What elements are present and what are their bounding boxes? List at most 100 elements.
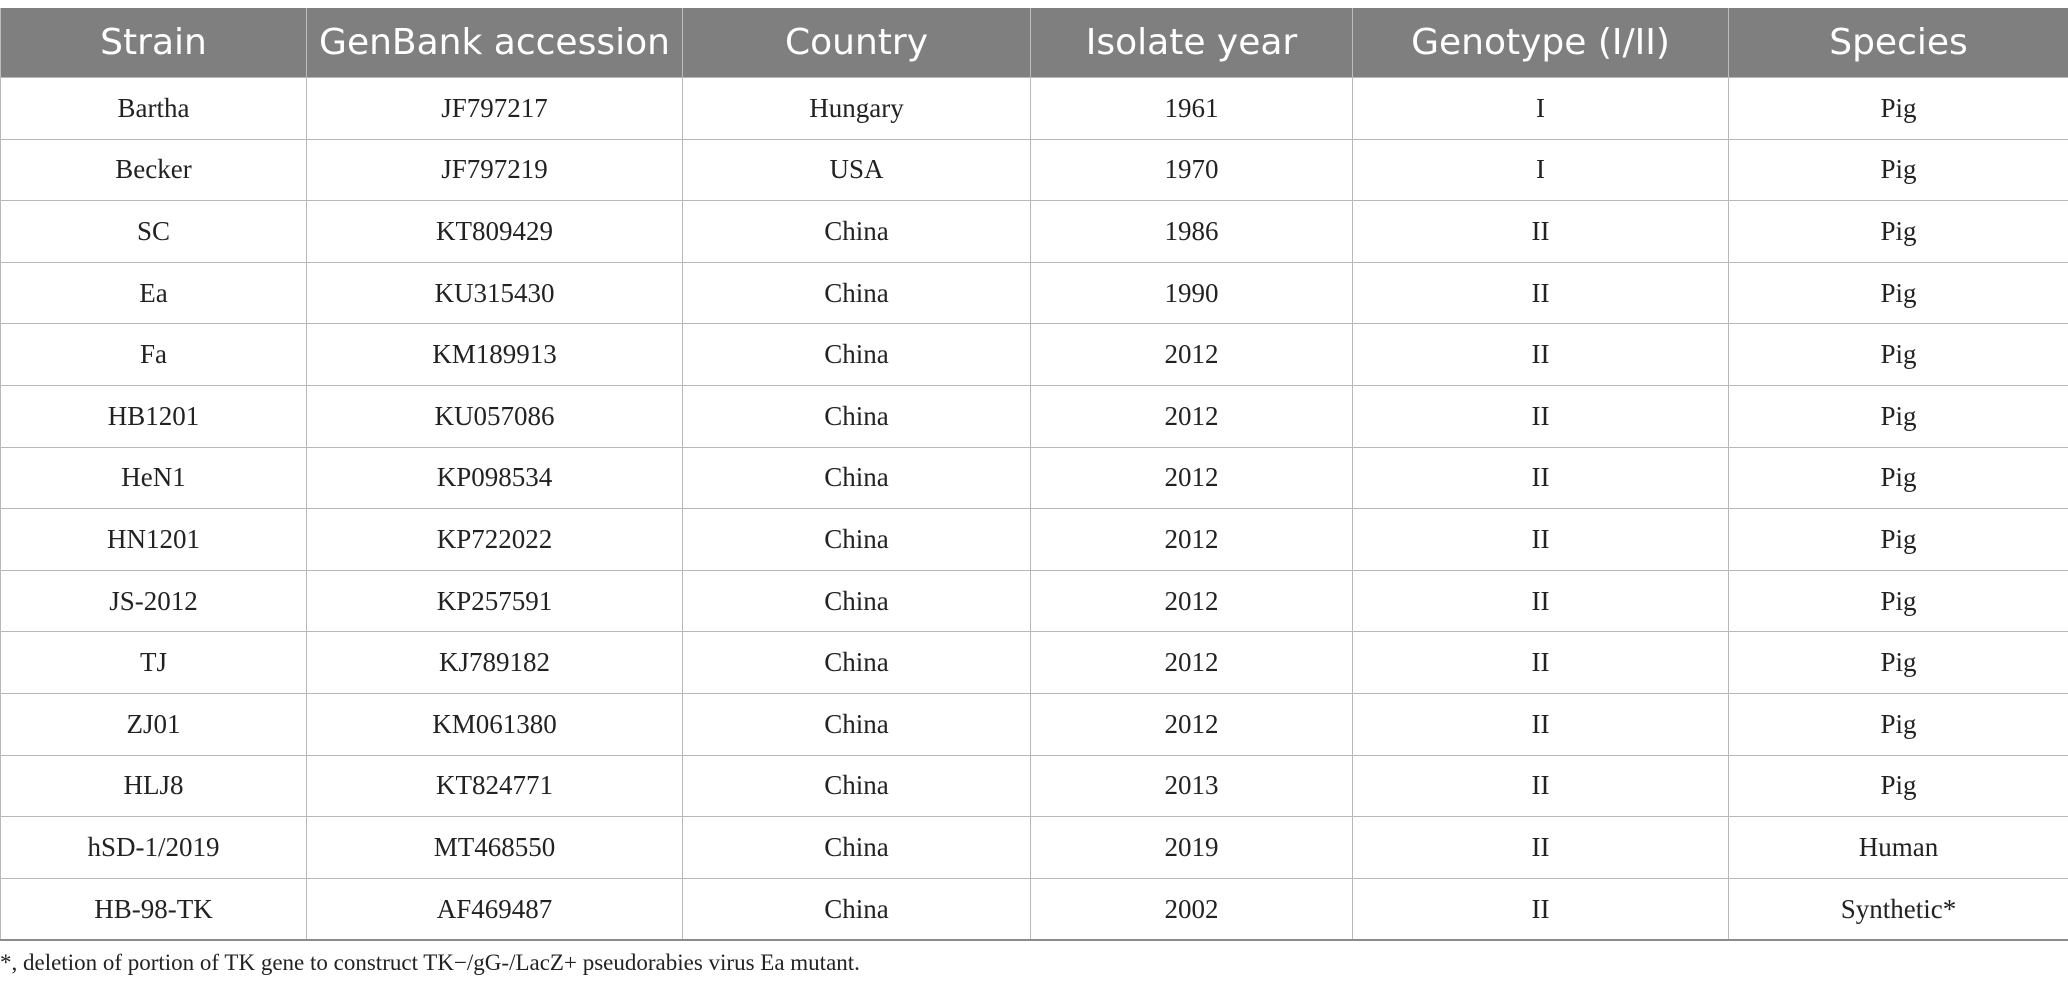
cell-species: Pig — [1728, 261, 2068, 325]
cell-country: China — [682, 323, 1031, 386]
cell-genbank-accession: KU057086 — [306, 384, 683, 448]
cell-genbank-accession: KP722022 — [306, 508, 683, 571]
cell-country: USA — [682, 138, 1031, 202]
table-row: HLJ8 KT824771 China 2013 II Pig — [0, 754, 2068, 818]
cell-country: China — [682, 261, 1031, 325]
cell-genbank-accession: KP098534 — [306, 446, 683, 510]
cell-genbank-accession: KM061380 — [306, 692, 683, 756]
column-header-strain: Strain — [0, 8, 307, 78]
table-row: HN1201 KP722022 China 2012 II Pig — [0, 508, 2068, 571]
cell-genotype: II — [1352, 446, 1729, 510]
cell-species: Pig — [1728, 569, 2068, 633]
cell-strain: Bartha — [0, 77, 307, 140]
table-header: Strain GenBank accession Country Isolate… — [0, 8, 2068, 78]
cell-country: China — [682, 508, 1031, 571]
cell-genotype: II — [1352, 692, 1729, 756]
cell-species: Pig — [1728, 200, 2068, 263]
cell-species: Pig — [1728, 692, 2068, 756]
cell-country: China — [682, 692, 1031, 756]
cell-strain: Becker — [0, 138, 307, 202]
strain-table: Strain GenBank accession Country Isolate… — [0, 8, 2068, 942]
cell-species: Pig — [1728, 754, 2068, 818]
table-row: ZJ01 KM061380 China 2012 II Pig — [0, 692, 2068, 756]
cell-country: China — [682, 816, 1031, 879]
table-row: SC KT809429 China 1986 II Pig — [0, 200, 2068, 263]
cell-species: Synthetic* — [1728, 877, 2068, 942]
cell-isolate-year: 1961 — [1030, 77, 1353, 140]
cell-strain: Ea — [0, 261, 307, 325]
cell-strain: HN1201 — [0, 508, 307, 571]
table-body: Bartha JF797217 Hungary 1961 I Pig Becke… — [0, 77, 2068, 942]
cell-genbank-accession: KU315430 — [306, 261, 683, 325]
table-row: HB-98-TK AF469487 China 2002 II Syntheti… — [0, 877, 2068, 942]
cell-species: Pig — [1728, 446, 2068, 510]
cell-country: China — [682, 384, 1031, 448]
cell-genotype: II — [1352, 200, 1729, 263]
table-row: Fa KM189913 China 2012 II Pig — [0, 323, 2068, 386]
cell-isolate-year: 1990 — [1030, 261, 1353, 325]
strain-table-container: Strain GenBank accession Country Isolate… — [0, 8, 2068, 942]
cell-country: China — [682, 569, 1031, 633]
cell-genotype: I — [1352, 138, 1729, 202]
header-row: Strain GenBank accession Country Isolate… — [0, 8, 2068, 78]
cell-species: Pig — [1728, 77, 2068, 140]
cell-country: China — [682, 754, 1031, 818]
table-row: HB1201 KU057086 China 2012 II Pig — [0, 384, 2068, 448]
cell-genbank-accession: KM189913 — [306, 323, 683, 386]
cell-genbank-accession: KJ789182 — [306, 631, 683, 694]
cell-isolate-year: 2019 — [1030, 816, 1353, 879]
cell-strain: SC — [0, 200, 307, 263]
cell-genotype: II — [1352, 508, 1729, 571]
column-header-genotype: Genotype (I/II) — [1352, 8, 1729, 78]
cell-country: China — [682, 200, 1031, 263]
table-row: HeN1 KP098534 China 2012 II Pig — [0, 446, 2068, 510]
cell-genotype: I — [1352, 77, 1729, 140]
cell-genbank-accession: JF797219 — [306, 138, 683, 202]
cell-species: Pig — [1728, 631, 2068, 694]
table-row: Bartha JF797217 Hungary 1961 I Pig — [0, 77, 2068, 140]
column-header-isolate-year: Isolate year — [1030, 8, 1353, 78]
cell-country: China — [682, 446, 1031, 510]
cell-country: China — [682, 877, 1031, 942]
cell-genbank-accession: KT809429 — [306, 200, 683, 263]
table-row: Becker JF797219 USA 1970 I Pig — [0, 138, 2068, 202]
cell-isolate-year: 2012 — [1030, 631, 1353, 694]
column-header-country: Country — [682, 8, 1031, 78]
cell-isolate-year: 1986 — [1030, 200, 1353, 263]
cell-isolate-year: 2013 — [1030, 754, 1353, 818]
cell-country: China — [682, 631, 1031, 694]
cell-strain: HeN1 — [0, 446, 307, 510]
column-header-genbank-accession: GenBank accession — [306, 8, 683, 78]
cell-genotype: II — [1352, 569, 1729, 633]
cell-species: Pig — [1728, 323, 2068, 386]
cell-strain: ZJ01 — [0, 692, 307, 756]
cell-genbank-accession: KP257591 — [306, 569, 683, 633]
cell-isolate-year: 2012 — [1030, 384, 1353, 448]
cell-strain: HLJ8 — [0, 754, 307, 818]
cell-isolate-year: 2012 — [1030, 692, 1353, 756]
cell-genbank-accession: AF469487 — [306, 877, 683, 942]
cell-strain: Fa — [0, 323, 307, 386]
cell-isolate-year: 2012 — [1030, 323, 1353, 386]
cell-genotype: II — [1352, 261, 1729, 325]
cell-genbank-accession: KT824771 — [306, 754, 683, 818]
cell-genotype: II — [1352, 631, 1729, 694]
cell-species: Pig — [1728, 508, 2068, 571]
cell-genotype: II — [1352, 877, 1729, 942]
cell-strain: HB1201 — [0, 384, 307, 448]
cell-genbank-accession: JF797217 — [306, 77, 683, 140]
cell-genotype: II — [1352, 323, 1729, 386]
cell-isolate-year: 2012 — [1030, 508, 1353, 571]
cell-isolate-year: 2012 — [1030, 446, 1353, 510]
cell-strain: HB-98-TK — [0, 877, 307, 942]
cell-strain: hSD-1/2019 — [0, 816, 307, 879]
cell-genotype: II — [1352, 384, 1729, 448]
table-row: Ea KU315430 China 1990 II Pig — [0, 261, 2068, 325]
cell-species: Human — [1728, 816, 2068, 879]
cell-species: Pig — [1728, 138, 2068, 202]
table-row: hSD-1/2019 MT468550 China 2019 II Human — [0, 816, 2068, 879]
cell-isolate-year: 2002 — [1030, 877, 1353, 942]
cell-strain: TJ — [0, 631, 307, 694]
table-row: TJ KJ789182 China 2012 II Pig — [0, 631, 2068, 694]
table-row: JS-2012 KP257591 China 2012 II Pig — [0, 569, 2068, 633]
